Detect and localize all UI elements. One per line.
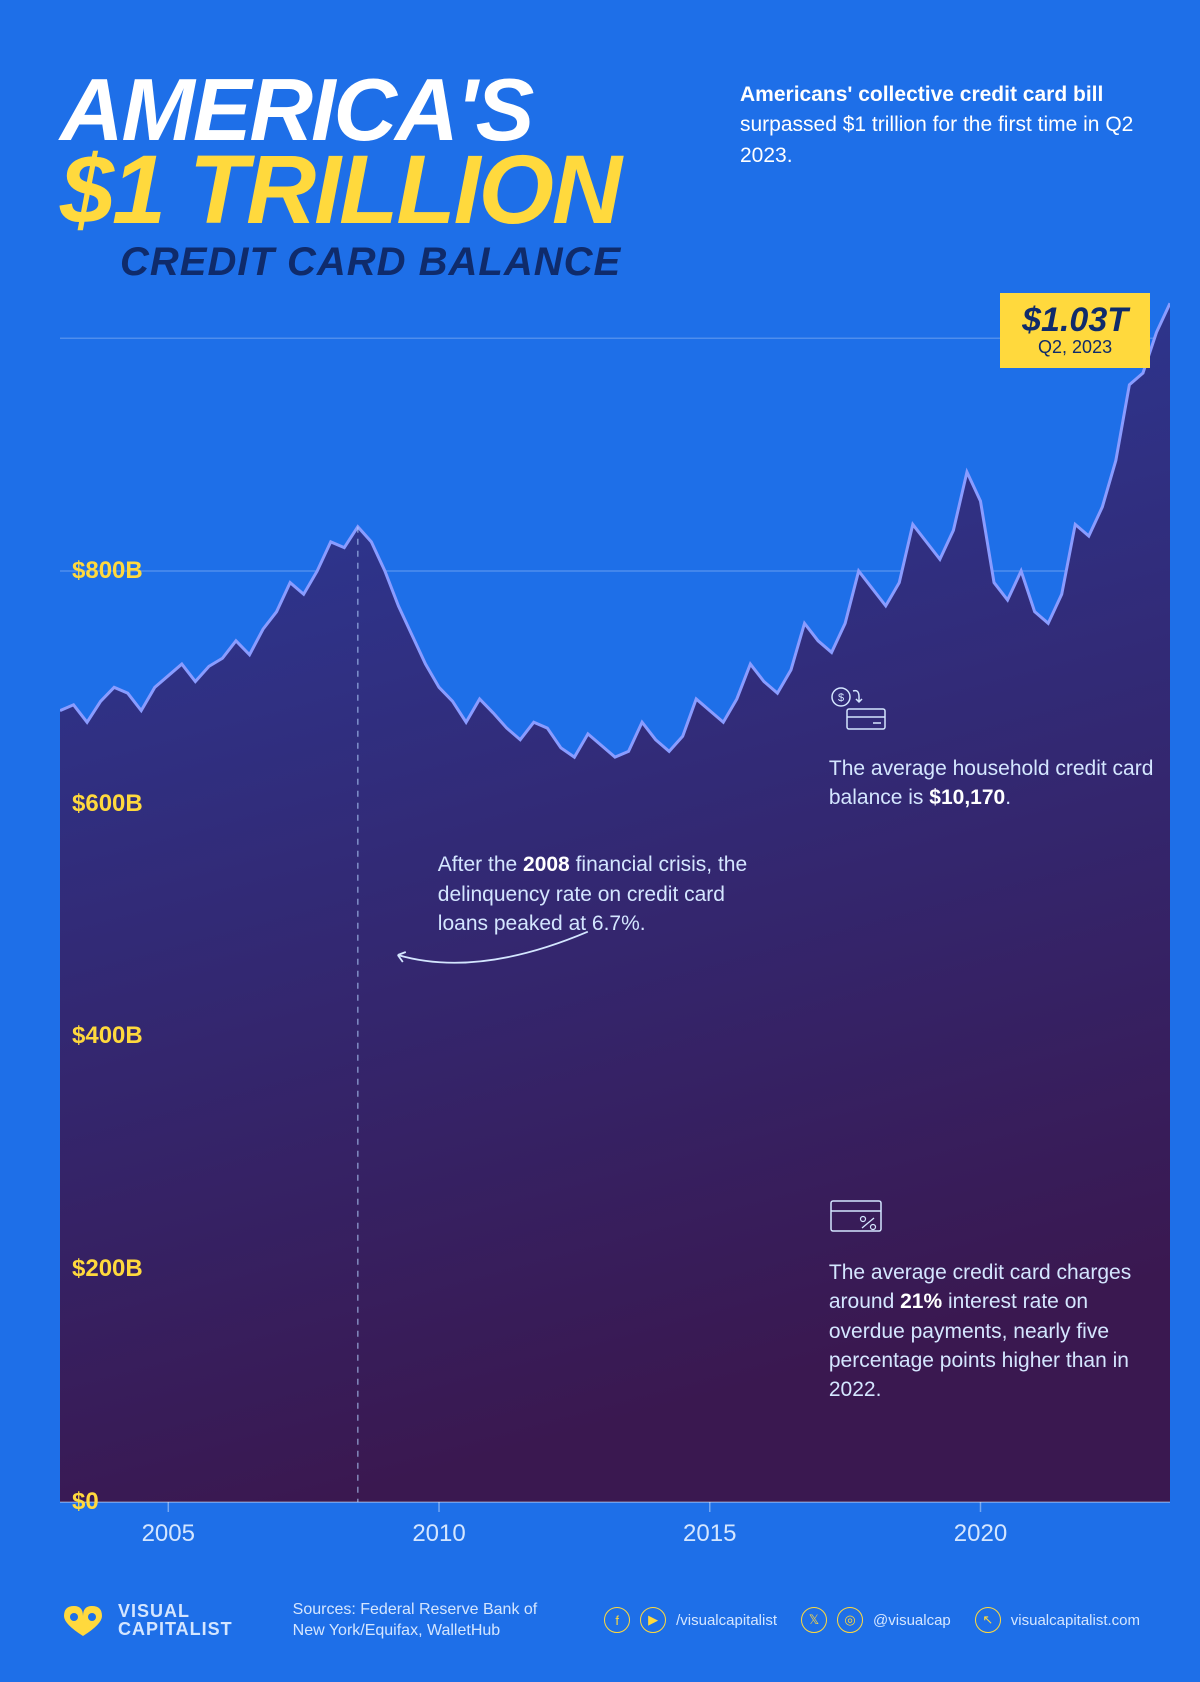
youtube-icon[interactable]: ▶ xyxy=(640,1607,666,1633)
y-axis-label: $0 xyxy=(72,1488,99,1516)
y-axis-label: $200B xyxy=(72,1255,143,1283)
x-axis-label: 2015 xyxy=(683,1520,736,1548)
x-axis-label: 2020 xyxy=(954,1520,1007,1548)
cursor-icon[interactable]: ↖ xyxy=(975,1607,1001,1633)
subtitle-rest: surpassed $1 trillion for the first time… xyxy=(740,113,1133,166)
x-twitter-icon[interactable]: 𝕏 xyxy=(801,1607,827,1633)
svg-text:$: $ xyxy=(838,692,844,704)
y-axis-label: $400B xyxy=(72,1022,143,1050)
peak-callout-badge: $1.03T Q2, 2023 xyxy=(1000,293,1150,368)
instagram-icon[interactable]: ◎ xyxy=(837,1607,863,1633)
social-handle-2: @visualcap xyxy=(873,1612,951,1629)
footer: VISUAL CAPITALIST Sources: Federal Reser… xyxy=(60,1599,1140,1642)
annotation-2008-crisis: After the 2008 financial crisis, the del… xyxy=(438,850,758,938)
vc-logo-icon xyxy=(60,1602,106,1638)
facebook-icon[interactable]: f xyxy=(604,1607,630,1633)
title-line3: CREDIT CARD BALANCE xyxy=(60,240,621,285)
x-axis-label: 2010 xyxy=(412,1520,465,1548)
y-axis-label: $600B xyxy=(72,790,143,818)
callout-date: Q2, 2023 xyxy=(1022,337,1128,358)
callout-value: $1.03T xyxy=(1022,303,1128,337)
annotation-interest-rate: The average credit card charges around 2… xyxy=(829,1199,1159,1404)
social-handle-1: /visualcapitalist xyxy=(676,1612,777,1629)
social-url: visualcapitalist.com xyxy=(1011,1612,1140,1629)
title-line2: $1 TRILLION xyxy=(60,145,621,234)
subtitle-text: Americans' collective credit card bill s… xyxy=(740,80,1140,171)
credit-card-dollar-icon: $ xyxy=(829,687,1159,739)
social-links: f ▶ /visualcapitalist 𝕏 ◎ @visualcap ↖ v… xyxy=(604,1607,1140,1633)
annotation-household-balance: $ The average household credit card bala… xyxy=(829,687,1159,812)
credit-card-percent-icon xyxy=(829,1199,1159,1243)
x-axis-label: 2005 xyxy=(142,1520,195,1548)
title-block: AMERICA'S $1 TRILLION CREDIT CARD BALANC… xyxy=(60,70,621,285)
subtitle-bold: Americans' collective credit card bill xyxy=(740,83,1103,106)
chart-container: $1.03T Q2, 2023 After the 2008 financial… xyxy=(60,280,1170,1552)
sources-text: Sources: Federal Reserve Bank of New Yor… xyxy=(293,1599,573,1642)
brand-name: VISUAL CAPITALIST xyxy=(118,1602,233,1640)
y-axis-label: $800B xyxy=(72,557,143,585)
brand-logo: VISUAL CAPITALIST xyxy=(60,1602,233,1640)
